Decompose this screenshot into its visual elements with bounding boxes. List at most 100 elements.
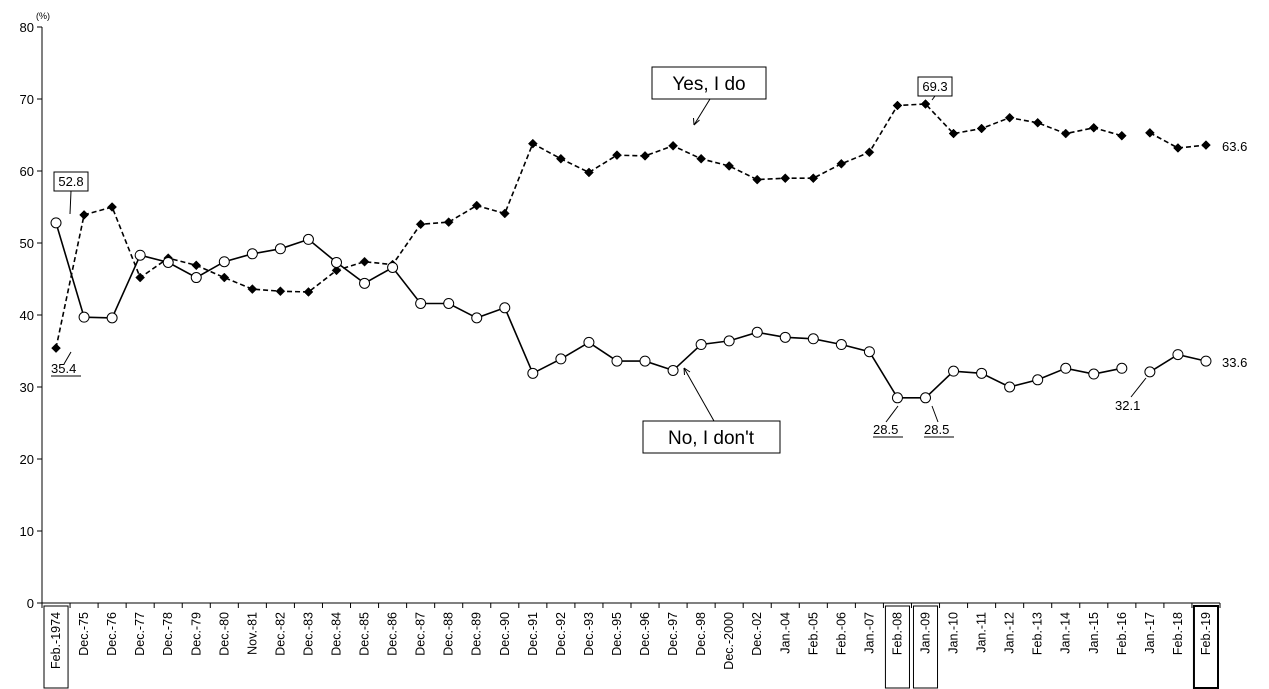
series-no-point [807, 333, 819, 345]
series-no-point [1200, 355, 1212, 367]
x-category-label: Dec.-86 [386, 612, 400, 656]
series-no-point [246, 248, 258, 260]
x-category-label: Dec.-98 [694, 612, 708, 656]
anno-28-5-a: 28.5 [873, 422, 898, 437]
series-no-point [1032, 374, 1044, 386]
series-yes-point [1032, 117, 1043, 128]
series-no-point [162, 256, 174, 268]
series-yes-point [612, 150, 622, 161]
callout-yes-pointer [693, 98, 711, 126]
callout-yes-arrowhead [693, 117, 700, 126]
x-category-label: Jan.-14 [1059, 612, 1073, 654]
x-category-label: Jan.-10 [947, 612, 961, 654]
anno-35-4-leader [63, 351, 72, 365]
x-category-label: Feb.-13 [1031, 612, 1045, 655]
annotations: 52.8 35.4 69.3 63.6 28.5 28.5 32.1 33.6 [51, 76, 1247, 438]
x-category-label: Jan.-15 [1087, 612, 1101, 654]
x-category-label: Dec.-90 [498, 612, 512, 656]
series-yes-point [780, 173, 791, 184]
series-no-point [331, 256, 342, 268]
y-tick-label: 10 [20, 524, 34, 539]
series-no-point [639, 355, 651, 367]
callout-yes: Yes, I do [651, 66, 767, 126]
series-no-point [863, 346, 875, 358]
x-category-label: Dec.-91 [526, 612, 540, 656]
anno-28-5-b-leader [931, 405, 939, 423]
x-category-label: Dec.-76 [105, 612, 119, 656]
series-yes-point [443, 217, 454, 227]
x-category-label: Feb.-1974 [49, 612, 63, 669]
x-category-label: Feb.-16 [1115, 612, 1129, 655]
anno-35-4: 35.4 [51, 361, 76, 376]
x-category-label: Dec.-82 [273, 612, 287, 656]
anno-32-1-leader [1130, 377, 1147, 398]
x-category-label: Dec.-93 [582, 612, 596, 656]
x-category-label: Dec.-77 [133, 612, 147, 656]
x-category-label: Dec.-75 [77, 612, 91, 656]
series-yes-point [275, 286, 286, 297]
series-no-point [1060, 362, 1072, 374]
x-category-label: Dec.-95 [610, 612, 624, 656]
series-no-point [1088, 368, 1100, 380]
series-no-point [527, 367, 539, 379]
series-yes-point [1004, 112, 1015, 123]
series-yes-line [55, 103, 1207, 349]
x-category-highlight-box [912, 605, 939, 689]
series-no-point [835, 339, 847, 351]
x-category-label: Dec.-92 [554, 612, 568, 656]
anno-28-5-a-leader [885, 405, 899, 423]
series-no-point [359, 277, 371, 289]
series-yes-point [668, 140, 678, 151]
x-category-label: Dec.-79 [189, 612, 203, 656]
anno-52-8: 52.8 [58, 174, 83, 189]
series-no-point [555, 353, 567, 365]
x-category-highlight-box [1192, 605, 1220, 689]
anno-33-6: 33.6 [1222, 355, 1247, 370]
series-yes-point [471, 200, 482, 211]
x-category-label: Jan.-17 [1143, 612, 1157, 654]
callout-yes-box [651, 66, 767, 100]
y-tick-label: 50 [20, 236, 34, 251]
y-tick-label: 80 [20, 20, 34, 35]
series-yes-point [976, 123, 987, 134]
series-yes-point [808, 173, 819, 184]
x-category-label: Dec.-83 [301, 612, 315, 656]
x-category-label: Dec.-97 [666, 612, 680, 656]
series-no-point [274, 243, 286, 255]
series-yes-point [1116, 130, 1127, 141]
series-yes-point [247, 284, 258, 294]
x-category-label: Dec.-80 [217, 612, 231, 656]
series-no-point [415, 297, 427, 309]
axes: 0 10 20 30 40 50 60 70 80 Feb.-1974 Dec.-75 Dec.-76… [20, 20, 1221, 689]
x-category-label: Feb.-05 [806, 612, 820, 655]
series-no-point [387, 261, 399, 273]
series-no-point [499, 302, 511, 314]
x-category-label: Feb.-19 [1199, 612, 1213, 655]
callout-no-pointer [683, 367, 715, 422]
series-yes-point [752, 174, 763, 185]
series-no-point [891, 392, 903, 404]
x-category-label: Feb.-18 [1171, 612, 1185, 655]
series-yes-point [51, 343, 61, 353]
series-yes-point [836, 158, 847, 169]
x-category-label: Jan.-07 [862, 612, 876, 654]
series-no-point [583, 336, 595, 348]
series-no-point [1172, 349, 1184, 361]
series-yes-point [920, 99, 931, 109]
series-no-point [948, 365, 960, 377]
series-yes-point [219, 272, 230, 283]
series-yes-point [107, 202, 117, 212]
callout-no-label: No, I don't [668, 428, 755, 449]
x-category-label: Dec.-87 [414, 612, 428, 656]
y-tick-label: 0 [27, 596, 34, 611]
series-no-point [78, 311, 90, 323]
x-category-label: Jan.-09 [919, 612, 933, 654]
anno-69-3: 69.3 [922, 79, 947, 94]
y-tick-label: 70 [20, 92, 34, 107]
series-no-point [1004, 381, 1016, 393]
x-category-label: Feb.-08 [890, 612, 904, 655]
y-tick-label: 30 [20, 380, 34, 395]
series-no-point [134, 249, 146, 261]
series-no-point [443, 297, 455, 309]
series-no-point [667, 364, 679, 376]
